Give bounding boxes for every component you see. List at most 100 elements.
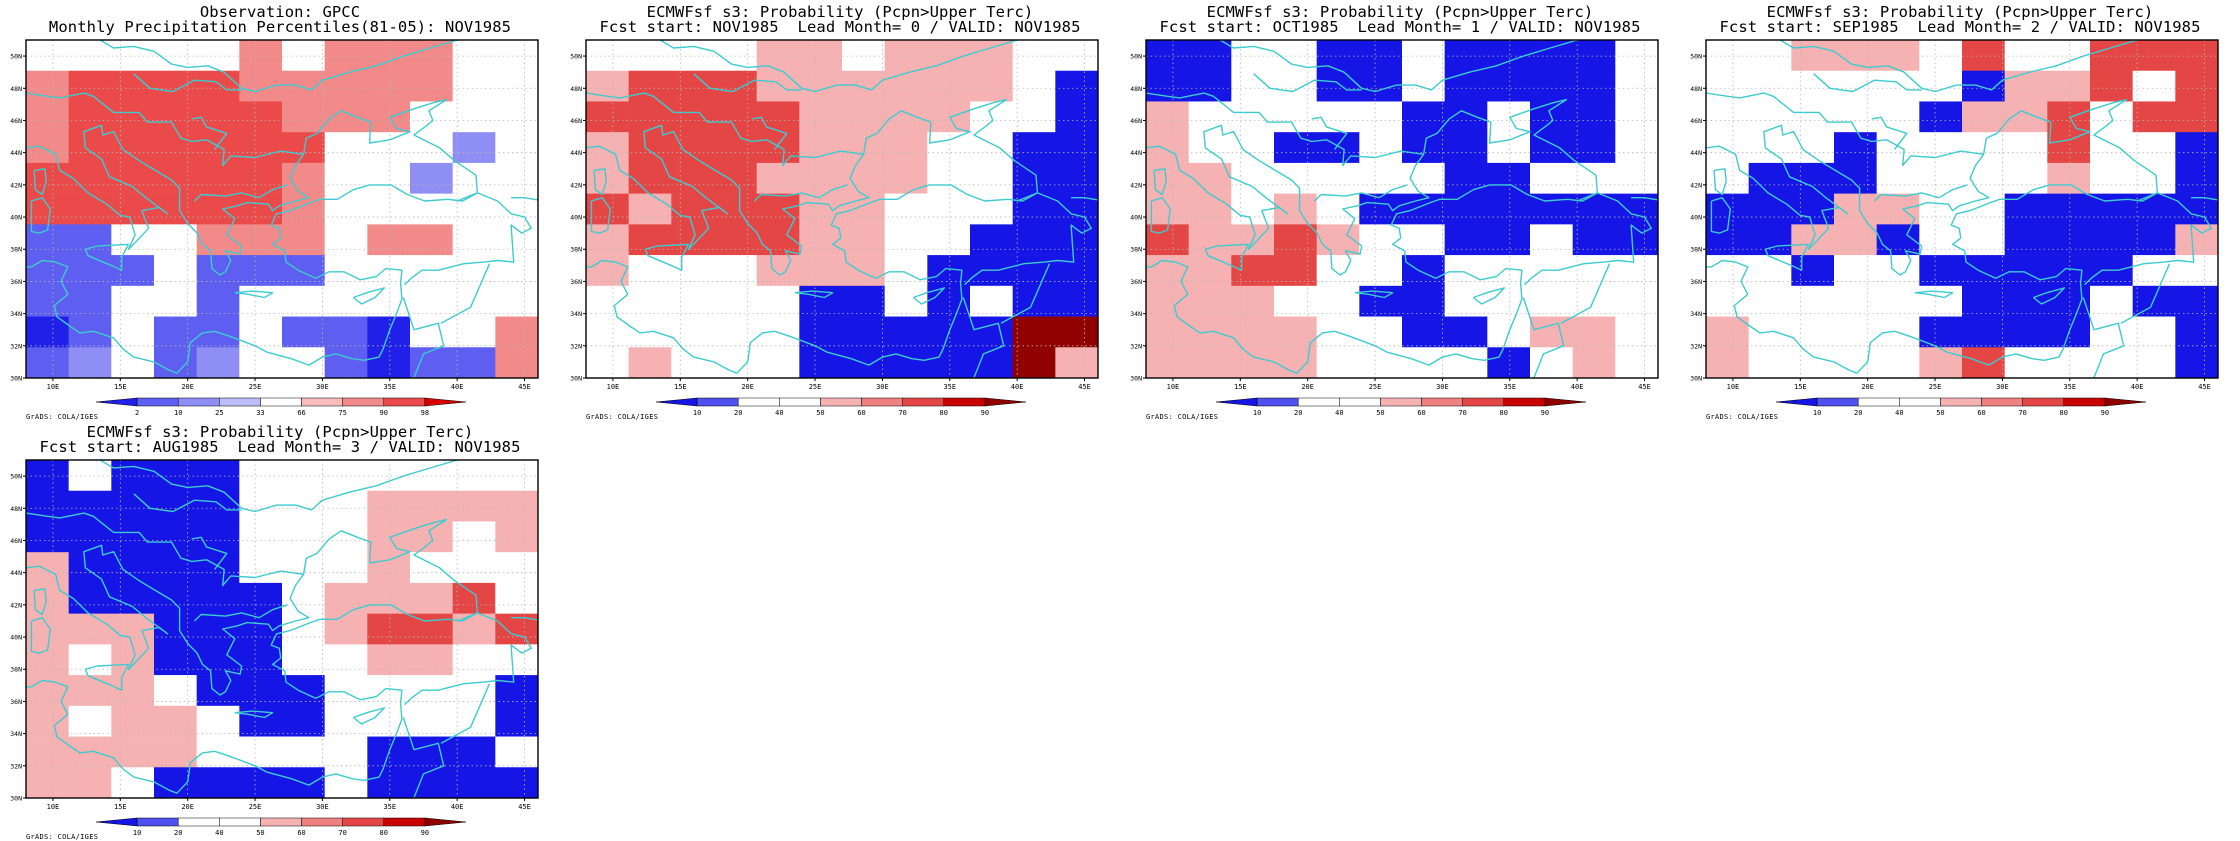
grid-cell <box>1231 40 1275 72</box>
grid-cell <box>1487 193 1531 225</box>
grid-cell <box>1146 316 1189 348</box>
grid-cell <box>1402 132 1445 164</box>
grid-cell <box>324 347 368 379</box>
colorbar-label: 50 <box>1936 409 1944 417</box>
grid-cell <box>68 767 112 799</box>
colorbar-label: 40 <box>1895 409 1903 417</box>
grid-cell <box>884 193 928 225</box>
grid-cell <box>282 460 325 492</box>
grid-cell <box>1359 40 1403 72</box>
lat-tick-label: 38N <box>1690 246 1702 254</box>
coastline <box>352 707 386 725</box>
grid-cell <box>1188 70 1232 102</box>
grid-cell <box>367 644 411 676</box>
grid-cell <box>756 101 800 133</box>
grid-cell <box>1876 101 1920 133</box>
grads-credit: GrADS: COLA/IGES <box>26 833 99 841</box>
grid-cell <box>239 675 283 707</box>
colorbar-segment <box>655 397 698 407</box>
grid-cell <box>586 162 629 194</box>
grid-cell <box>1012 101 1056 133</box>
colorbar-label: 80 <box>1500 409 1508 417</box>
lon-tick-label: 15E <box>114 383 127 391</box>
grid-cell <box>26 162 69 194</box>
lat-tick-label: 44N <box>1690 149 1702 157</box>
grid-cell <box>1876 347 1920 379</box>
grid-cell <box>1530 285 1573 317</box>
grid-cell <box>324 224 368 256</box>
colorbar-segment <box>737 397 780 407</box>
grid-cell <box>367 521 411 553</box>
grid-cell <box>1487 255 1531 287</box>
coastline <box>99 40 458 93</box>
grid-cell <box>2175 347 2219 379</box>
colorbar-label: 20 <box>734 409 742 417</box>
grid-cell <box>111 162 155 194</box>
grid-cell <box>1487 347 1531 379</box>
grid-cell <box>1876 162 1920 194</box>
lon-tick-label: 10E <box>607 383 620 391</box>
grid-cell <box>799 285 843 317</box>
panel-lead-2: ECMWFsf s3: Probability (Pcpn>Upper Terc… <box>1680 0 2240 421</box>
grid-cell <box>1530 316 1573 348</box>
grid-cell <box>1572 162 1616 194</box>
colorbar-segment <box>219 397 261 407</box>
grid-cell <box>1012 347 1056 379</box>
coastline <box>1219 40 1578 93</box>
panel-title-line-1: ECMWFsf s3: Probability (Pcpn>Upper Terc… <box>1206 3 1594 21</box>
grid-cell <box>1188 224 1232 256</box>
grid-cell <box>282 40 325 72</box>
grid-cell <box>1919 224 1963 256</box>
grid-cell <box>410 705 453 737</box>
grid-cell <box>495 162 539 194</box>
coastline <box>402 297 445 378</box>
lat-tick-label: 32N <box>1690 342 1702 350</box>
map-frame <box>25 39 539 379</box>
grid-cell <box>1444 316 1488 348</box>
grid-cell <box>410 736 453 768</box>
grid-cell <box>26 347 69 379</box>
lat-tick-label: 34N <box>10 310 22 318</box>
grid-cell <box>410 644 453 676</box>
grid-cell <box>68 285 112 317</box>
colorbar-segment <box>219 817 261 827</box>
colorbar-label: 60 <box>1977 409 1985 417</box>
grid-cell <box>1444 193 1488 225</box>
lat-tick-label: 38N <box>10 246 22 254</box>
coastline <box>2217 138 2218 265</box>
grid-cell <box>282 255 325 287</box>
coastline <box>590 197 611 234</box>
grid-cell <box>1962 132 2005 164</box>
grid-cell <box>1748 132 1792 164</box>
grid-cell <box>1231 101 1275 133</box>
lat-tick-label: 40N <box>10 214 22 222</box>
lon-tick-label: 10E <box>47 383 60 391</box>
grid-cell <box>410 490 453 522</box>
colorbar-label: 10 <box>133 829 141 837</box>
grid-cell <box>495 767 539 799</box>
colorbar-segment <box>1380 397 1422 407</box>
coastline <box>352 287 386 305</box>
grid-cell <box>1402 162 1445 194</box>
colorbar-segment <box>342 817 385 827</box>
coastline <box>30 197 51 234</box>
grid-cell <box>1791 316 1835 348</box>
grid-cell <box>1444 224 1488 256</box>
grid-cell <box>154 224 197 256</box>
colorbar-segment <box>1462 397 1505 407</box>
coastline <box>191 116 228 150</box>
coastline <box>1914 290 1954 299</box>
colorbar-segment <box>424 397 467 407</box>
grid-cell <box>884 162 928 194</box>
grid-cell <box>367 347 411 379</box>
colorbar-label: 20 <box>174 829 182 837</box>
coastline <box>1706 98 2159 374</box>
grid-cell <box>586 132 629 164</box>
lat-tick-label: 50N <box>10 53 22 61</box>
grid-cell <box>2004 255 2048 287</box>
grid-cell <box>282 613 325 645</box>
panel-title-line-2: Fcst start: OCT1985 Lead Month= 1 / VALI… <box>1159 18 1641 36</box>
grid-cell <box>452 490 496 522</box>
grid-cell <box>196 101 240 133</box>
coastline <box>593 168 607 196</box>
